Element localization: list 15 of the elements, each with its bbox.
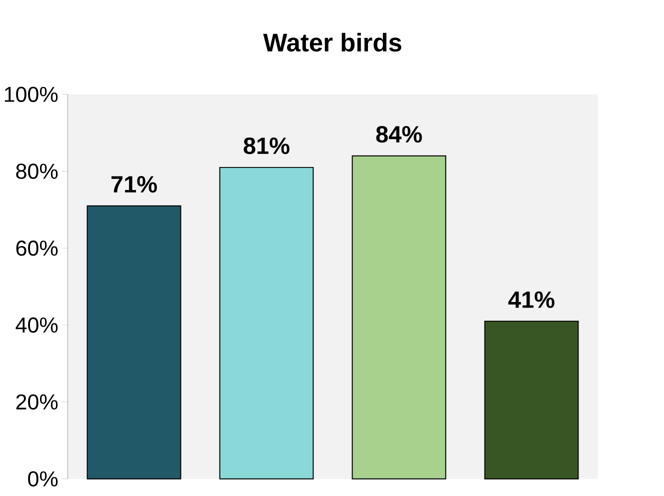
- bar: [484, 320, 579, 480]
- data-label: 81%: [244, 138, 290, 154]
- bar: [352, 156, 446, 480]
- data-label: 84%: [376, 126, 422, 143]
- y-tick-label: 60%: [16, 240, 58, 256]
- data-label: 41%: [508, 292, 554, 308]
- bar: [219, 167, 314, 480]
- y-tick-label: 80%: [16, 164, 58, 180]
- data-label: 71%: [111, 176, 157, 193]
- chart-title: Water birds: [263, 33, 402, 52]
- y-tick-label: 20%: [16, 394, 58, 410]
- y-tick-label: 100%: [4, 86, 58, 102]
- bar: [86, 206, 182, 480]
- y-tick-label: 40%: [16, 318, 58, 333]
- y-tick-label: 0%: [28, 471, 58, 487]
